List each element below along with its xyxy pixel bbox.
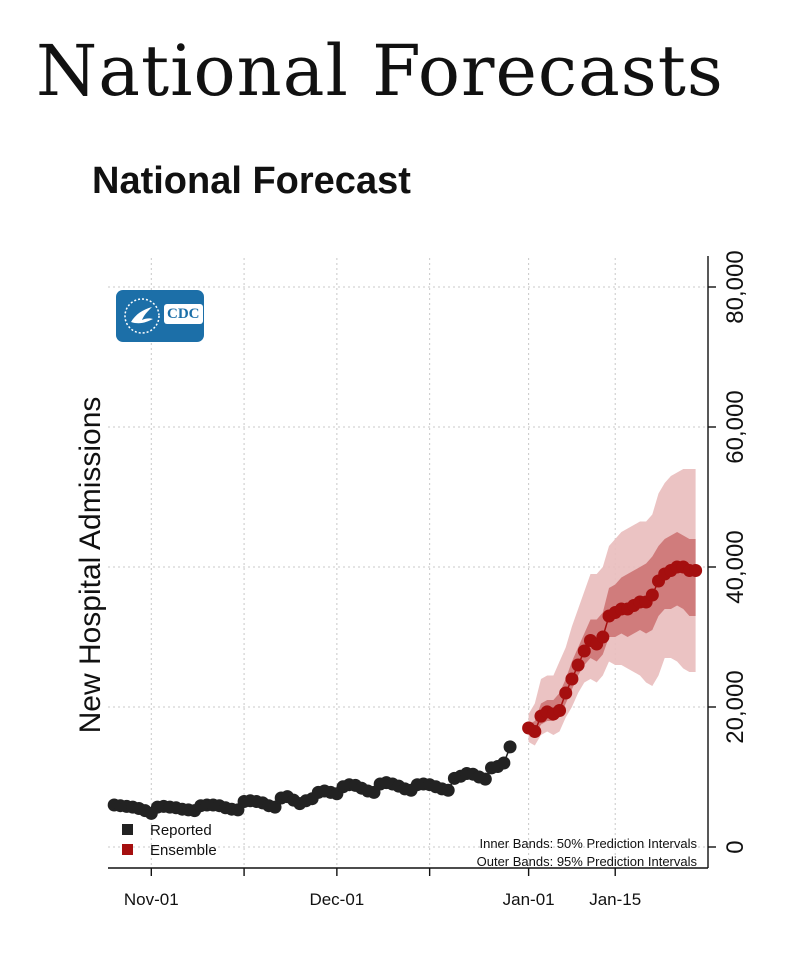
reported-point <box>478 772 492 786</box>
ensemble-point <box>559 686 573 700</box>
ensemble-point <box>596 630 610 644</box>
legend-label: Ensemble <box>150 842 217 859</box>
y-tick-label: 40,000 <box>722 530 749 603</box>
ensemble-point <box>571 658 585 672</box>
legend-swatch <box>122 824 133 835</box>
legend-swatch <box>122 844 133 855</box>
ensemble-point <box>645 588 659 602</box>
x-tick-label: Nov-01 <box>124 890 179 909</box>
x-tick-label: Dec-01 <box>309 890 364 909</box>
ensemble-point <box>553 704 567 717</box>
ensemble-point <box>689 564 703 577</box>
y-tick-label: 20,000 <box>722 670 749 743</box>
ensemble-point <box>565 672 579 686</box>
x-tick-label: Jan-15 <box>589 890 641 909</box>
reported-point <box>441 783 455 797</box>
y-tick-label: 80,000 <box>722 250 749 323</box>
ensemble-point <box>577 644 591 658</box>
y-tick-label: 0 <box>722 840 749 853</box>
band-annotation: Outer Bands: 95% Prediction Intervals <box>477 854 698 869</box>
ensemble-point <box>528 725 542 738</box>
reported-point <box>503 740 517 754</box>
x-tick-label: Jan-01 <box>503 890 555 909</box>
reported-point <box>497 756 511 770</box>
y-tick-label: 60,000 <box>722 390 749 463</box>
reported-point <box>268 800 282 814</box>
y-axis-label: New Hospital Admissions <box>74 397 107 734</box>
cdc-logo: CDC <box>116 290 204 342</box>
chart-title: National Forecast <box>92 160 411 202</box>
band-annotation: Inner Bands: 50% Prediction Intervals <box>479 836 697 851</box>
legend-label: Reported <box>150 822 212 839</box>
hhs-eagle-icon <box>124 298 160 334</box>
cdc-logo-text: CDC <box>164 304 203 324</box>
page-heading: National Forecasts <box>36 30 724 112</box>
